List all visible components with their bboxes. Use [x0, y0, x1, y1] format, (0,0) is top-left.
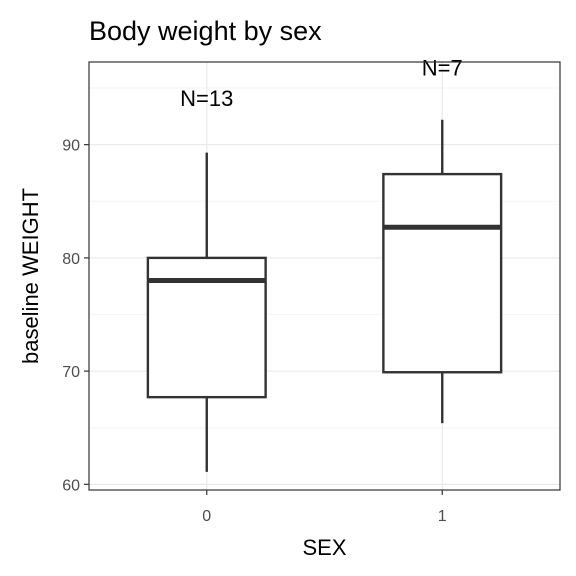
- y-tick-label: 90: [62, 138, 80, 155]
- boxes: [148, 120, 501, 472]
- iqr-box: [383, 174, 501, 372]
- box-0: [148, 153, 266, 472]
- x-tick-label: 1: [438, 508, 447, 525]
- n-label: N=13: [180, 86, 233, 111]
- y-tick-label: 60: [62, 477, 80, 494]
- n-label: N=7: [422, 56, 463, 81]
- n-labels: N=13 N=7: [180, 56, 463, 112]
- y-axis-title: baseline WEIGHT: [18, 188, 43, 364]
- chart-title: Body weight by sex: [89, 16, 322, 46]
- y-tick-label: 70: [62, 364, 80, 381]
- y-axis: 60 70 80 90: [62, 138, 89, 495]
- box-1: [383, 120, 501, 423]
- y-tick-label: 80: [62, 251, 80, 268]
- x-tick-label: 0: [202, 508, 211, 525]
- x-axis-title: SEX: [302, 535, 346, 560]
